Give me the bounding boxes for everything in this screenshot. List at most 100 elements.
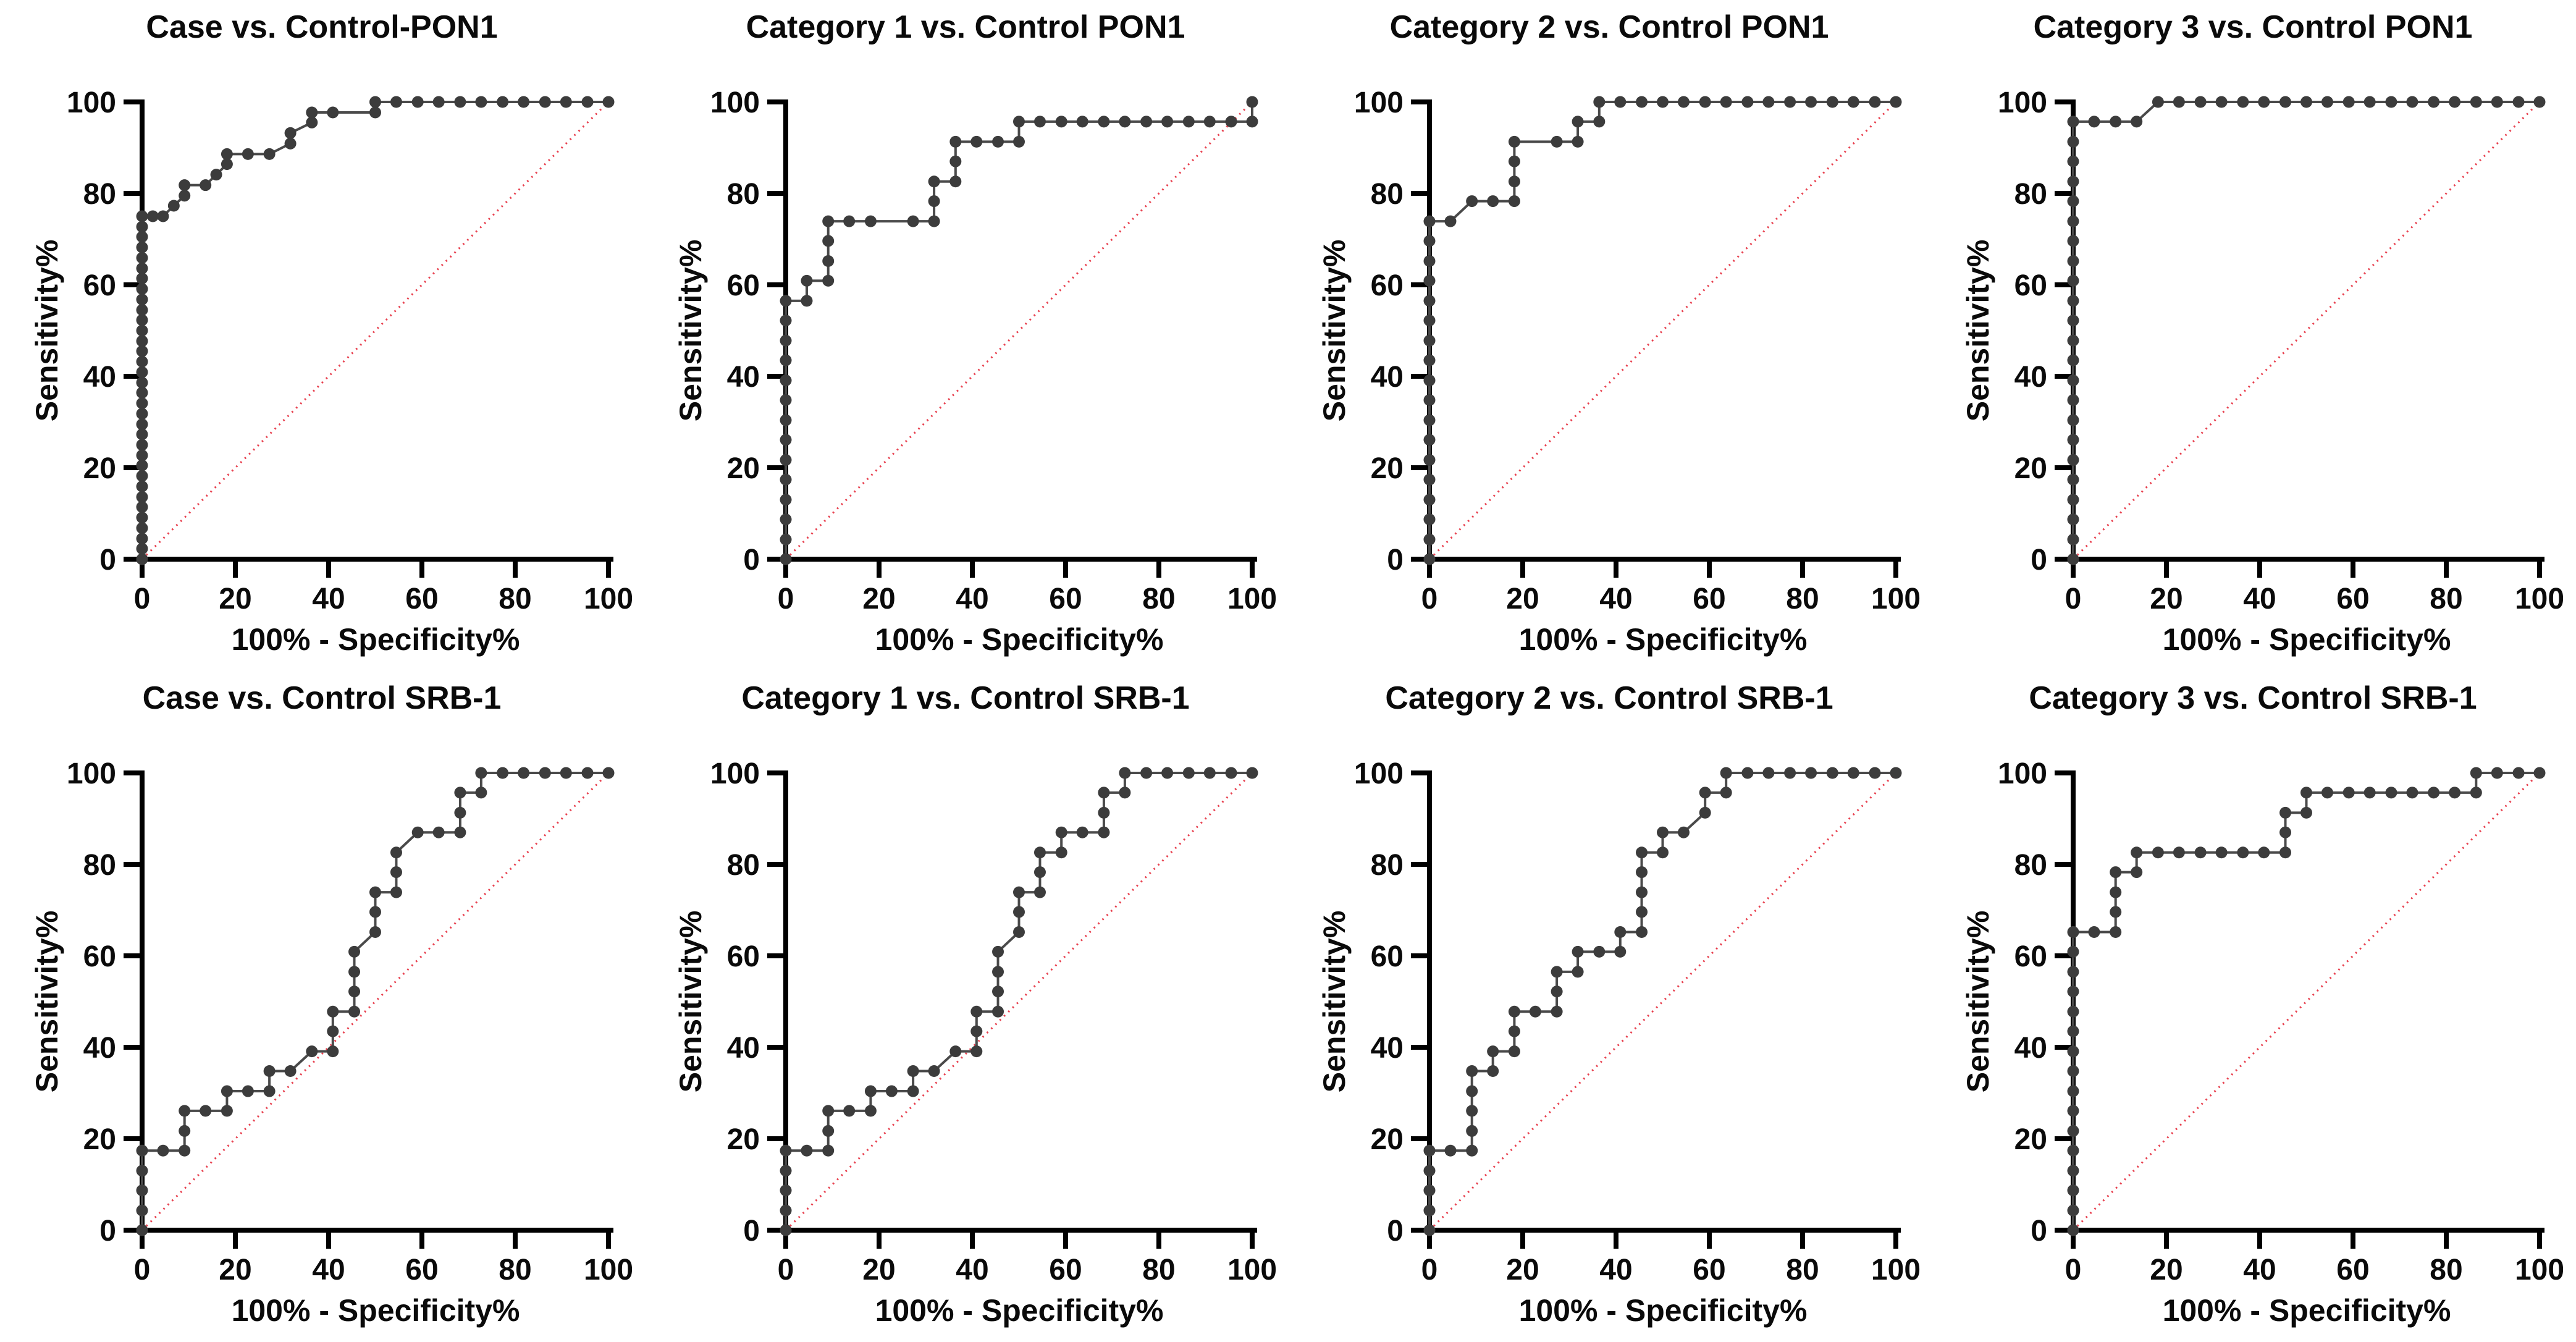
roc-curve-markers — [2067, 96, 2546, 565]
x-tick-label: 100 — [1227, 1254, 1277, 1286]
roc-data-point — [432, 826, 445, 838]
roc-data-point — [136, 1165, 148, 1177]
roc-data-point — [1466, 1125, 1478, 1137]
roc-data-point — [822, 1105, 835, 1117]
roc-data-point — [801, 295, 813, 307]
roc-data-point — [1551, 985, 1563, 998]
roc-data-point — [780, 454, 792, 466]
roc-data-point — [263, 148, 276, 160]
roc-data-point — [136, 542, 148, 555]
x-tick-label: 20 — [219, 1254, 251, 1286]
roc-data-point — [2067, 1125, 2079, 1137]
roc-data-point — [1890, 96, 1902, 108]
roc-data-point — [263, 1085, 276, 1097]
roc-data-point — [780, 1144, 792, 1157]
roc-data-point — [390, 886, 402, 898]
roc-data-point — [2512, 96, 2525, 108]
roc-data-point — [2194, 846, 2207, 859]
roc-data-point — [454, 806, 466, 819]
roc-data-point — [136, 449, 148, 462]
roc-data-point — [1614, 926, 1627, 939]
roc-data-point — [1140, 767, 1153, 779]
roc-data-point — [1423, 235, 1436, 247]
roc-data-point — [2194, 96, 2207, 108]
roc-data-point — [327, 1005, 339, 1018]
tick-labels: 0 20 40 60 80 100 0 20 40 60 80 100 — [1354, 758, 1921, 1286]
x-tick-label: 0 — [1421, 583, 1438, 615]
roc-data-point — [1699, 806, 1711, 819]
roc-data-point — [2067, 334, 2079, 347]
x-tick-label: 80 — [1786, 583, 1819, 615]
roc-data-point — [136, 459, 148, 471]
roc-data-point — [1246, 116, 1258, 128]
roc-data-point — [221, 148, 233, 160]
roc-data-point — [1529, 1005, 1541, 1018]
roc-data-point — [2067, 434, 2079, 446]
roc-data-point — [1013, 116, 1025, 128]
roc-data-point — [411, 96, 424, 108]
roc-data-point — [1423, 274, 1436, 287]
roc-data-point — [369, 106, 381, 119]
chance-diagonal-line — [2072, 101, 2541, 560]
roc-data-point — [885, 1085, 898, 1097]
roc-data-point — [136, 345, 148, 357]
roc-data-point — [2067, 374, 2079, 387]
roc-data-point — [843, 215, 856, 227]
roc-data-point — [2512, 767, 2525, 779]
roc-data-point — [2491, 96, 2503, 108]
roc-data-point — [602, 767, 615, 779]
roc-data-point — [179, 1125, 191, 1137]
y-tick-label: 40 — [727, 1032, 760, 1065]
roc-data-point — [822, 274, 835, 287]
roc-plot-category2-control-pon1: 0 20 40 60 80 100 0 20 40 60 80 100 — [1354, 87, 1921, 615]
roc-data-point — [1636, 866, 1648, 879]
roc-data-point — [390, 846, 402, 859]
roc-data-point — [1487, 1065, 1499, 1077]
roc-data-point — [1055, 846, 1067, 859]
roc-data-point — [2067, 1065, 2079, 1077]
chart-title: Category 1 vs. Control PON1 — [746, 9, 1185, 45]
roc-data-point — [306, 1045, 318, 1058]
roc-data-point — [1508, 195, 1520, 208]
roc-plot-case-control-srb1: 0 20 40 60 80 100 0 20 40 60 80 100 — [67, 758, 633, 1286]
x-tick-label: 0 — [2065, 583, 2082, 615]
roc-data-point — [263, 1065, 276, 1077]
tick-labels: 0 20 40 60 80 100 0 20 40 60 80 100 — [67, 758, 633, 1286]
roc-data-point — [136, 221, 148, 233]
roc-data-point — [780, 494, 792, 506]
roc-data-point — [780, 414, 792, 426]
roc-data-point — [136, 512, 148, 524]
roc-data-point — [843, 1105, 856, 1117]
roc-data-point — [2152, 96, 2164, 108]
roc-data-point — [2321, 96, 2333, 108]
y-tick-label: 60 — [727, 940, 760, 973]
y-tick-label: 20 — [83, 1123, 116, 1156]
roc-data-point — [1098, 116, 1110, 128]
roc-data-point — [2258, 96, 2270, 108]
roc-data-point — [1423, 414, 1436, 426]
x-axis-label: 100% - Specificity% — [875, 622, 1164, 657]
roc-data-point — [1423, 255, 1436, 268]
roc-data-point — [284, 1065, 297, 1077]
roc-data-point — [1487, 195, 1499, 208]
roc-data-point — [1033, 846, 1046, 859]
roc-data-point — [2237, 96, 2249, 108]
roc-data-point — [1013, 886, 1025, 898]
x-tick-label: 20 — [219, 583, 251, 615]
roc-data-point — [1572, 966, 1584, 978]
roc-data-point — [348, 966, 361, 978]
x-tick-label: 60 — [2336, 1254, 2369, 1286]
roc-data-point — [1572, 945, 1584, 958]
roc-data-point — [1869, 767, 1881, 779]
y-tick-label: 80 — [83, 849, 116, 882]
roc-data-point — [1203, 116, 1216, 128]
roc-curve-line — [1428, 772, 1897, 1231]
chart-cell-category2-control-srb1: Category 2 vs. Control SRB-1 Sensitivity… — [1287, 671, 1931, 1342]
roc-data-point — [1677, 826, 1690, 838]
roc-curve-line — [2072, 101, 2541, 560]
x-tick-label: 0 — [134, 583, 151, 615]
roc-data-point — [2406, 96, 2418, 108]
roc-data-point — [454, 787, 466, 799]
roc-data-point — [136, 439, 148, 451]
roc-data-point — [1423, 553, 1436, 565]
